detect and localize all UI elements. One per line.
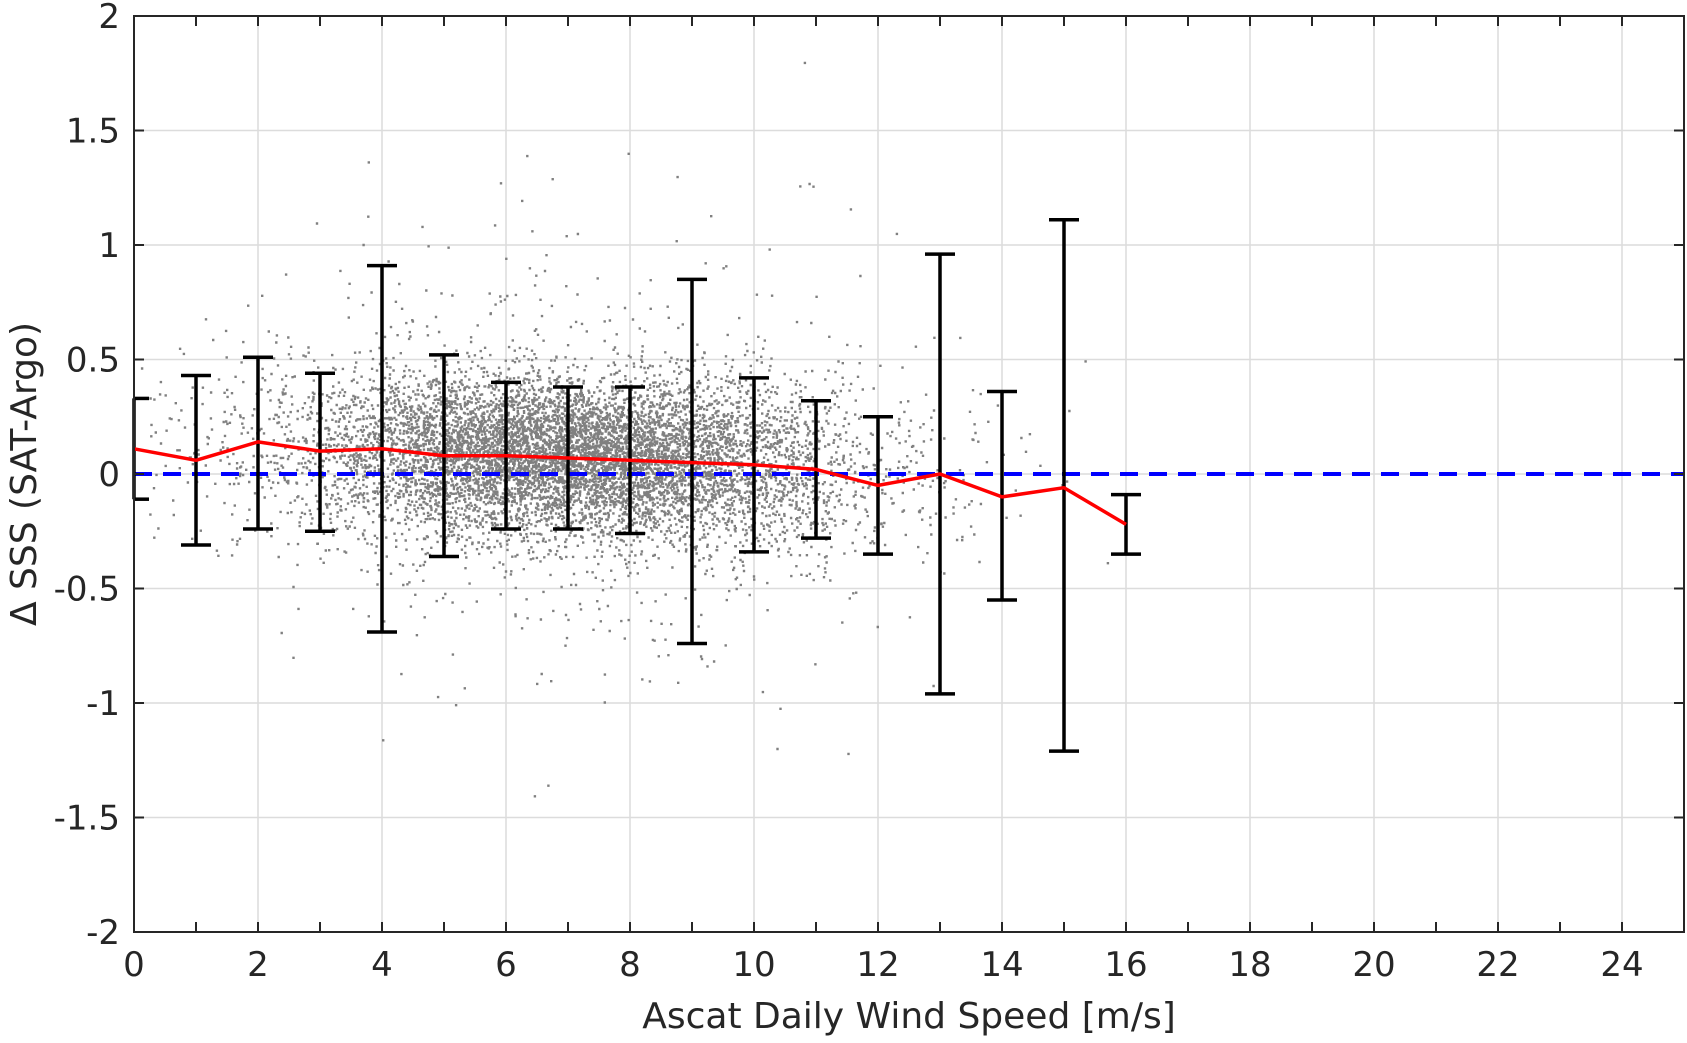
x-axis-label: Ascat Daily Wind Speed [m/s]: [642, 996, 1176, 1037]
x-tick-label: 8: [619, 945, 641, 985]
y-tick-label: -1.5: [54, 799, 120, 839]
y-tick-label: 2: [98, 0, 120, 37]
x-tick-label: 10: [732, 945, 775, 985]
scatter-cloud: [140, 61, 1110, 798]
y-tick-label: -1: [86, 684, 120, 724]
axis-ticks: 0 2 4 6 8 10 12 14 16 18 20 22 24-2-1.5-1-0.500.511.…: [54, 0, 1684, 985]
x-tick-label: 24: [1600, 945, 1643, 985]
y-tick-label: 0.5: [66, 341, 120, 381]
scatter-points: [140, 61, 1110, 798]
x-tick-label: 2: [247, 945, 269, 985]
x-tick-label: 22: [1476, 945, 1519, 985]
y-axis-label: Δ SSS (SAT-Argo): [4, 322, 45, 626]
y-tick-label: 1: [98, 226, 120, 266]
x-tick-label: 4: [371, 945, 393, 985]
grid-lines: [134, 16, 1684, 932]
y-tick-label: 0: [98, 455, 120, 495]
mean-series-line: [133, 440, 1127, 526]
error-bar: [1049, 218, 1079, 753]
y-tick-label: -2: [86, 913, 120, 953]
y-tick-label: 1.5: [66, 112, 120, 152]
x-tick-label: 14: [980, 945, 1023, 985]
x-tick-label: 12: [856, 945, 899, 985]
x-tick-label: 18: [1228, 945, 1271, 985]
x-tick-label: 16: [1104, 945, 1147, 985]
x-tick-label: 6: [495, 945, 517, 985]
x-tick-label: 20: [1352, 945, 1395, 985]
mean-line: [133, 440, 1127, 526]
y-tick-label: -0.5: [54, 570, 120, 610]
x-tick-label: 0: [123, 945, 145, 985]
